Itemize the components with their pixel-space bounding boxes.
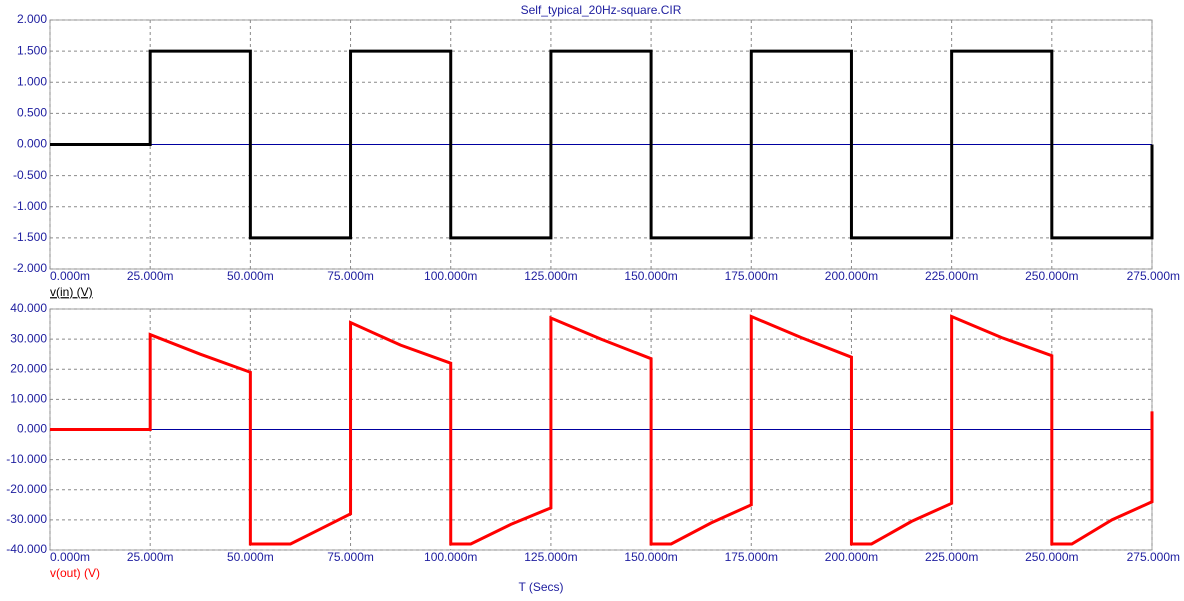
x-tick-label: 75.000m bbox=[327, 269, 374, 283]
x-tick-label: 275.000m bbox=[1127, 269, 1180, 283]
y-tick-label: 0.000 bbox=[17, 422, 47, 436]
series-line bbox=[50, 49, 1154, 240]
x-tick-label: 75.000m bbox=[327, 550, 374, 564]
legend-label: v(in) (V) bbox=[50, 285, 93, 299]
x-tick-label: 250.000m bbox=[1025, 269, 1078, 283]
y-tick-label: -0.500 bbox=[13, 168, 47, 182]
y-tick-label: 2.000 bbox=[17, 12, 47, 26]
x-tick-label: 0.000m bbox=[50, 269, 90, 283]
x-tick-label: 50.000m bbox=[227, 269, 274, 283]
y-tick-label: 0.000 bbox=[17, 137, 47, 151]
legend-label: v(out) (V) bbox=[50, 566, 100, 580]
y-tick-label: 30.000 bbox=[10, 331, 47, 345]
x-tick-label: 150.000m bbox=[624, 550, 677, 564]
series-line bbox=[50, 314, 1154, 546]
y-tick-label: -1.500 bbox=[13, 230, 47, 244]
x-axis-title: T (Secs) bbox=[518, 580, 563, 594]
y-tick-label: -2.000 bbox=[13, 261, 47, 275]
x-tick-label: 275.000m bbox=[1127, 550, 1180, 564]
x-tick-label: 175.000m bbox=[725, 269, 778, 283]
x-tick-label: 150.000m bbox=[624, 269, 677, 283]
x-tick-label: 225.000m bbox=[925, 550, 978, 564]
x-tick-label: 0.000m bbox=[50, 550, 90, 564]
x-tick-label: 100.000m bbox=[424, 550, 477, 564]
x-tick-label: 50.000m bbox=[227, 550, 274, 564]
x-tick-label: 25.000m bbox=[127, 550, 174, 564]
y-tick-label: 20.000 bbox=[10, 361, 47, 375]
x-tick-label: 125.000m bbox=[524, 269, 577, 283]
chart-title: Self_typical_20Hz-square.CIR bbox=[521, 3, 682, 17]
x-tick-label: 200.000m bbox=[825, 550, 878, 564]
x-tick-label: 125.000m bbox=[524, 550, 577, 564]
y-tick-label: -20.000 bbox=[6, 482, 47, 496]
y-tick-label: 1.500 bbox=[17, 43, 47, 57]
x-tick-label: 200.000m bbox=[825, 269, 878, 283]
y-tick-label: -10.000 bbox=[6, 452, 47, 466]
y-tick-label: -1.000 bbox=[13, 199, 47, 213]
x-tick-label: 25.000m bbox=[127, 269, 174, 283]
x-tick-label: 100.000m bbox=[424, 269, 477, 283]
y-tick-label: 10.000 bbox=[10, 392, 47, 406]
y-tick-label: 40.000 bbox=[10, 301, 47, 315]
y-tick-label: -40.000 bbox=[6, 542, 47, 556]
x-tick-label: 225.000m bbox=[925, 269, 978, 283]
y-tick-label: -30.000 bbox=[6, 512, 47, 526]
y-tick-label: 0.500 bbox=[17, 106, 47, 120]
y-tick-label: 1.000 bbox=[17, 74, 47, 88]
x-tick-label: 250.000m bbox=[1025, 550, 1078, 564]
x-tick-label: 175.000m bbox=[725, 550, 778, 564]
